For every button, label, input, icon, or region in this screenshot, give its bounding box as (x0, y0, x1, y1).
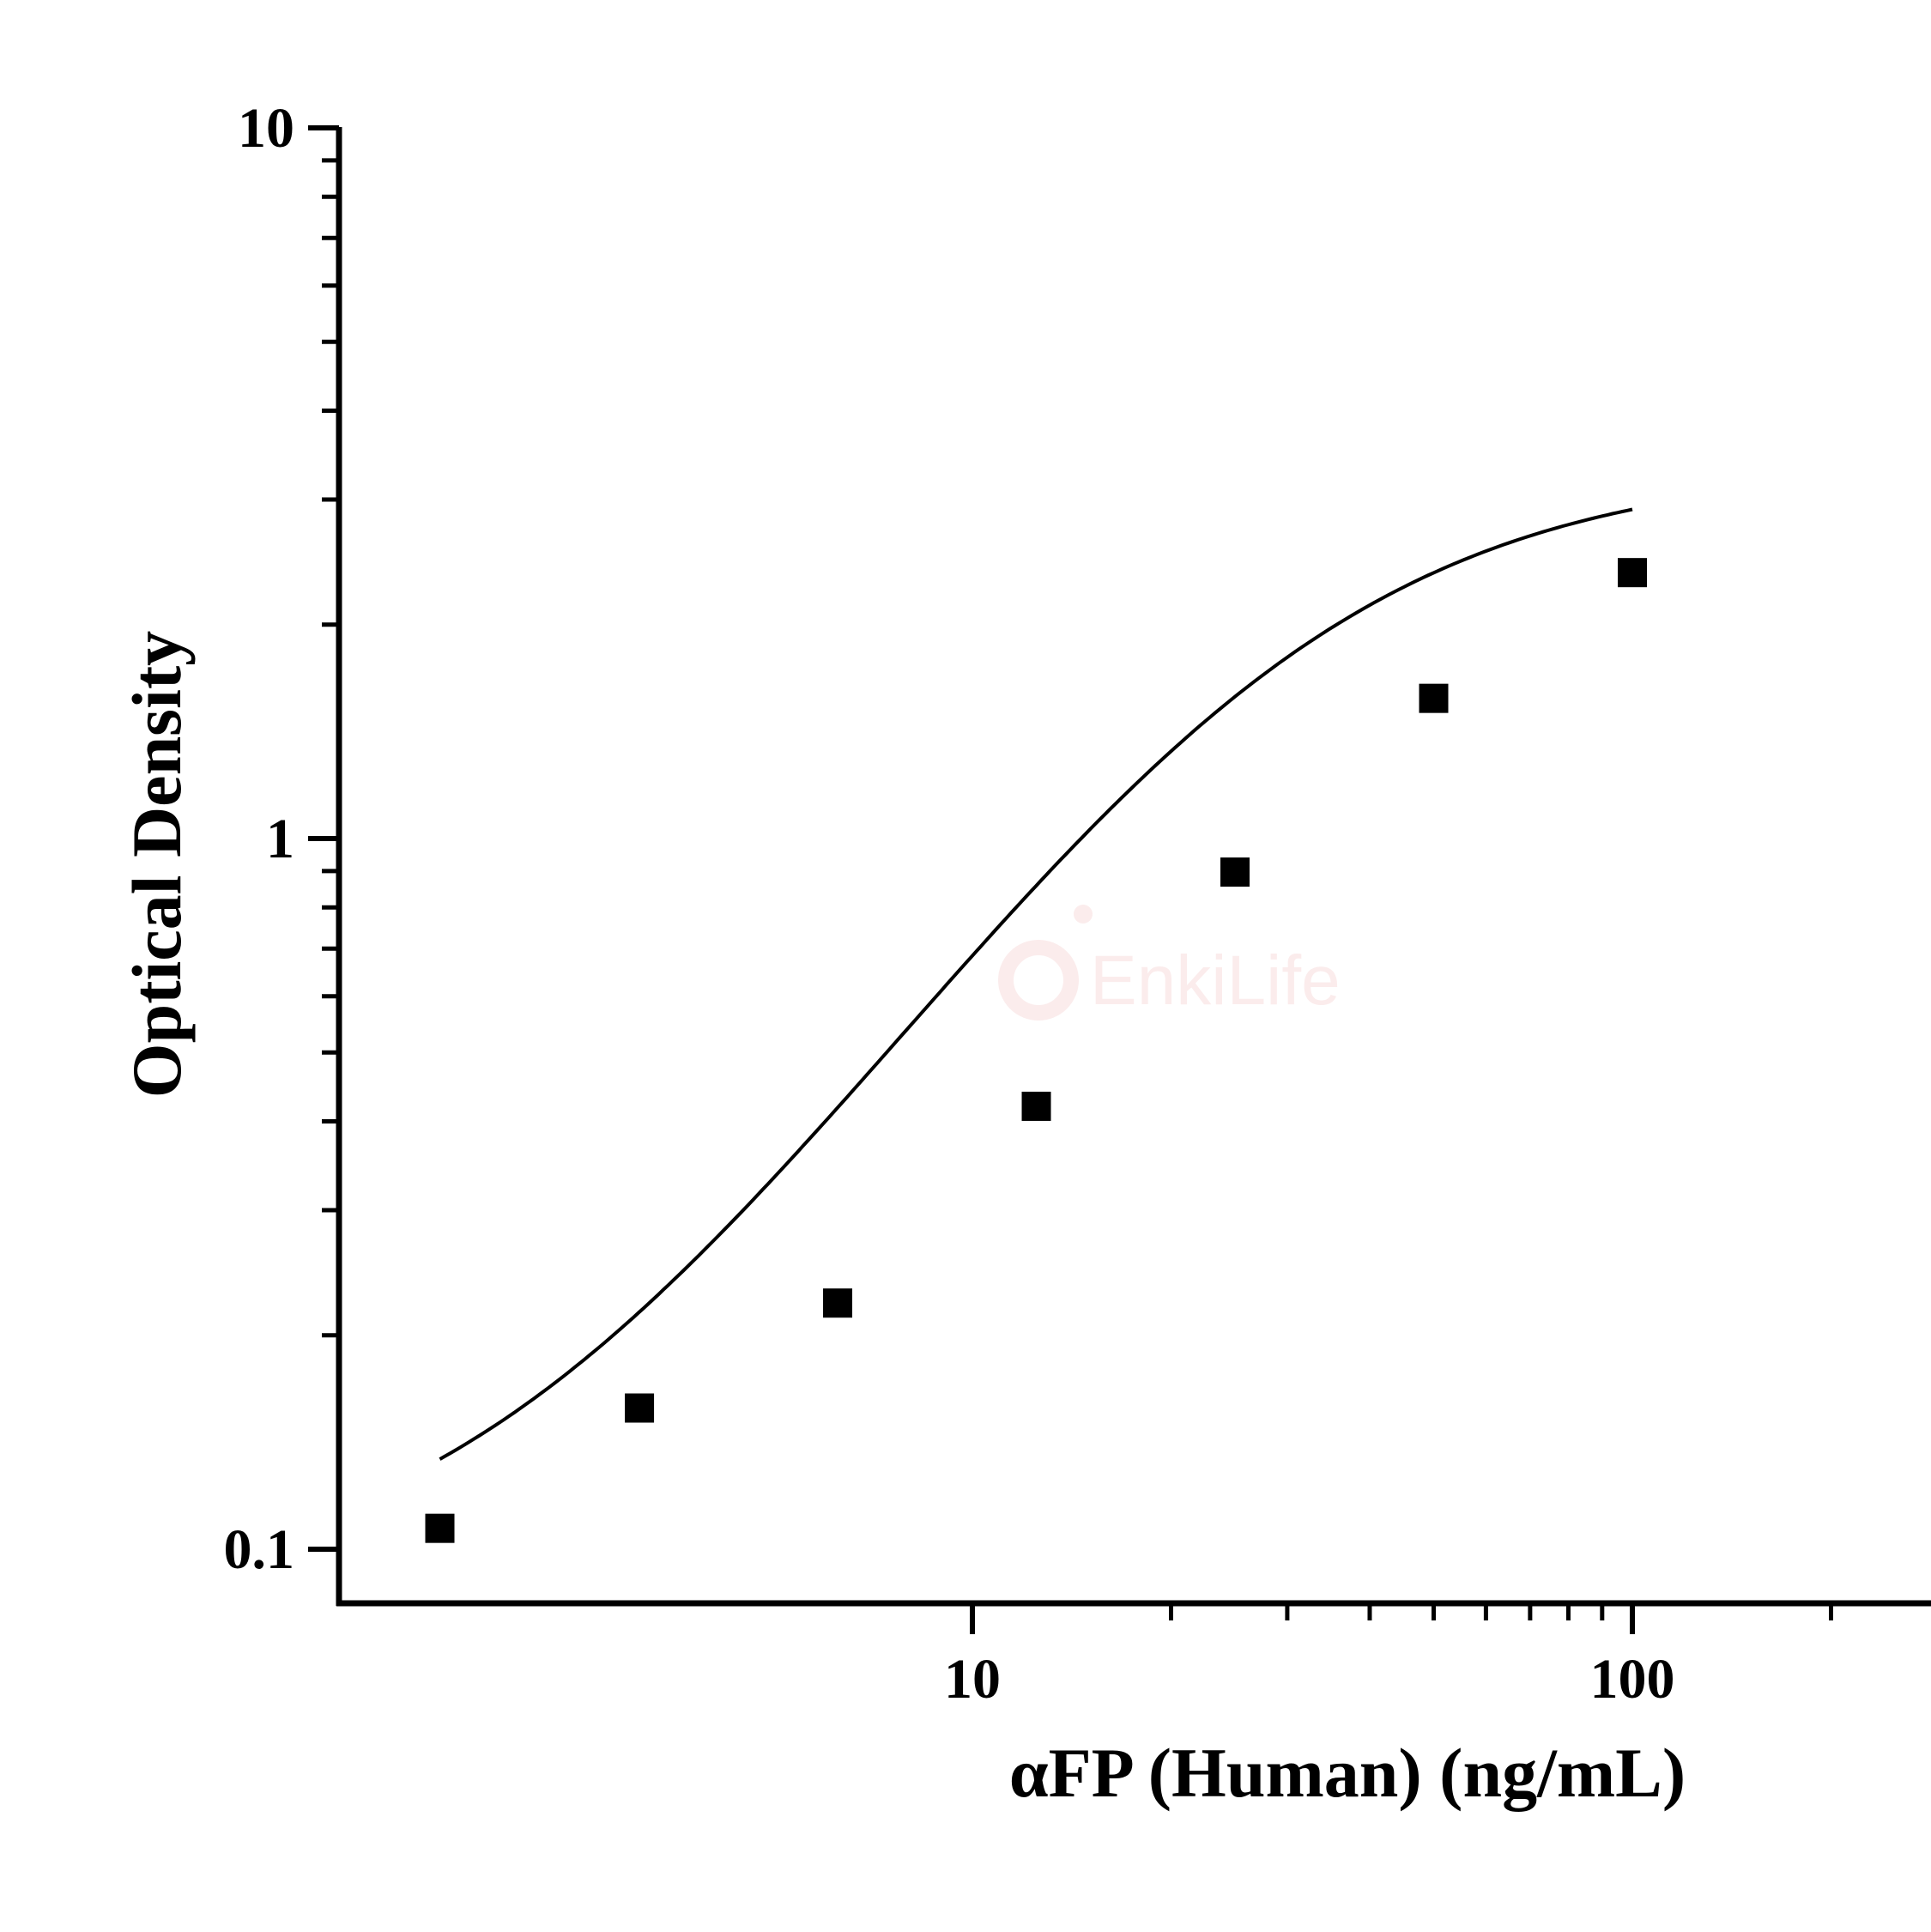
data-point (1220, 857, 1250, 887)
data-points (425, 558, 1647, 1543)
fit-curve (439, 507, 1633, 1461)
y-axis-title: Optical Density (118, 631, 196, 1098)
x-tick-label: 10 (944, 1648, 1001, 1711)
watermark-logo-icon (998, 940, 1079, 1021)
data-point (625, 1393, 655, 1423)
data-point (1419, 683, 1449, 713)
x-ticks: 10 100 (944, 1603, 1833, 1711)
y-tick-label: 1 (266, 808, 294, 870)
data-point (425, 1513, 455, 1543)
data-point (823, 1288, 853, 1318)
data-point (1021, 1091, 1051, 1121)
y-ticks: 0.1 1 10 (224, 97, 339, 1581)
watermark-logo-dot (1074, 905, 1093, 924)
data-point (1618, 558, 1647, 588)
y-tick-label: 0.1 (224, 1518, 295, 1581)
watermark: EnkiLife (998, 905, 1341, 1021)
x-tick-label: 100 (1590, 1648, 1675, 1711)
x-axis-title: αFP (Human) (ng/mL) (1009, 1734, 1686, 1812)
watermark-text: EnkiLife (1090, 942, 1341, 1020)
y-tick-label: 10 (238, 97, 294, 160)
axes: 0.1 1 10 10 100 (224, 97, 1931, 1711)
